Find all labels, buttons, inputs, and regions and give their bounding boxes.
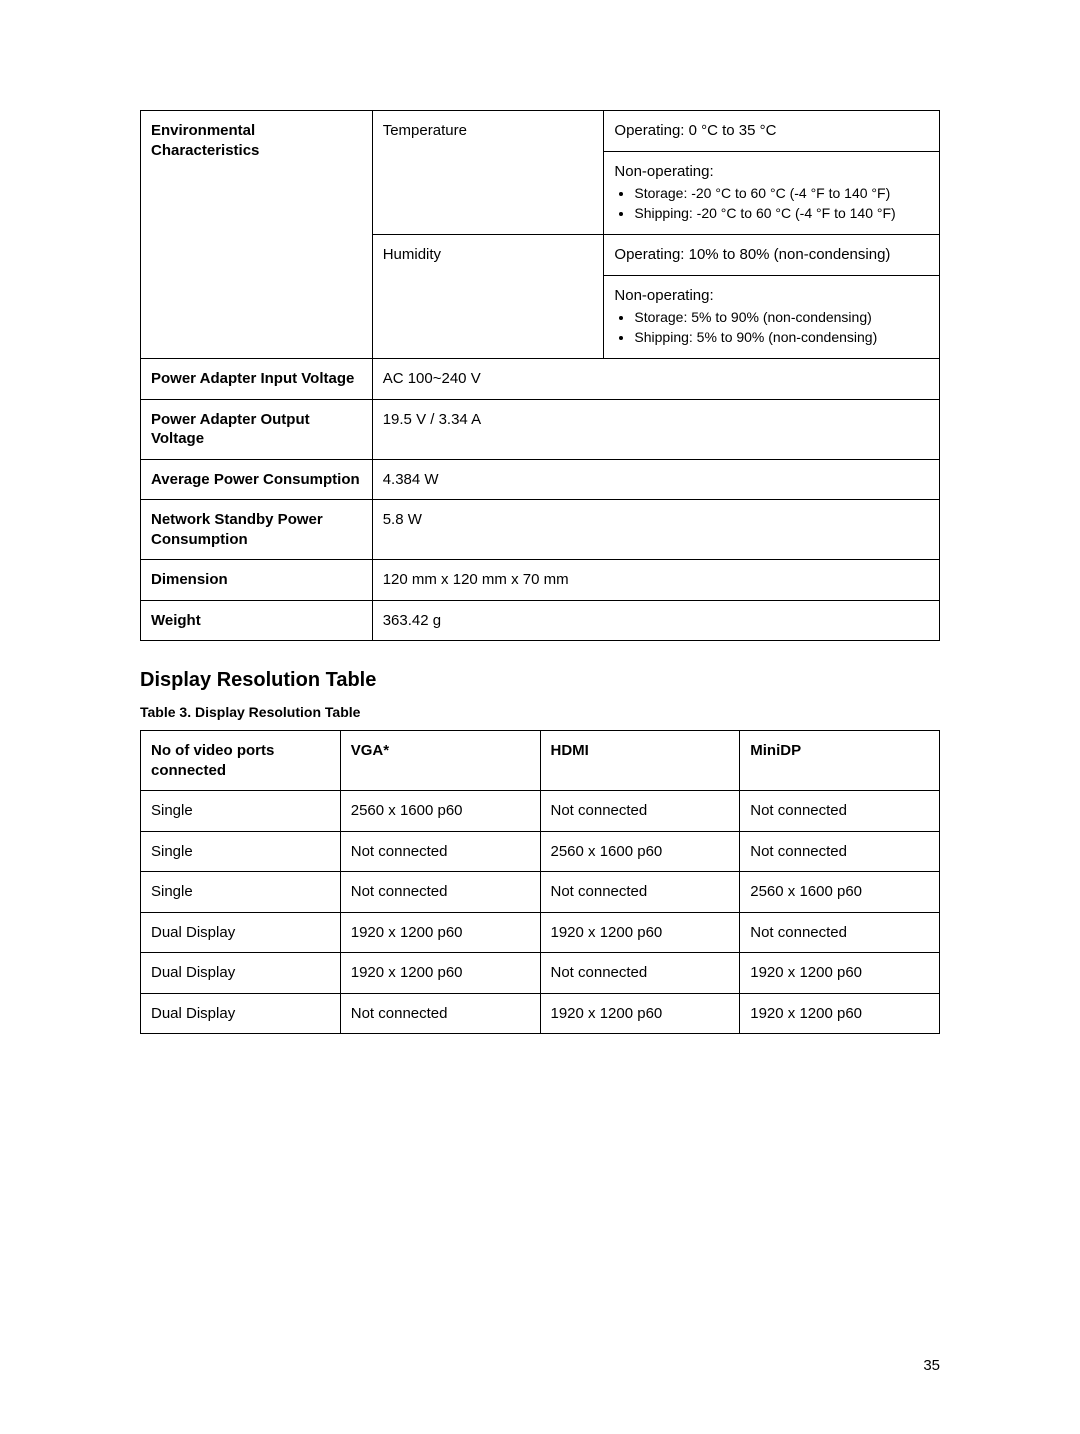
spec-value: 5.8 W [372, 500, 939, 560]
table-row: Network Standby Power Consumption 5.8 W [141, 500, 940, 560]
col-header: VGA* [340, 731, 540, 791]
spec-value: 363.42 g [372, 600, 939, 641]
spec-extra-lead: Non-operating: [614, 287, 713, 304]
table-row: Power Adapter Input Voltage AC 100~240 V [141, 359, 940, 400]
list-item: Storage: 5% to 90% (non-condensing) [634, 309, 929, 327]
col-header: No of video ports connected [141, 731, 341, 791]
cell: Dual Display [141, 953, 341, 994]
spec-value: Operating: 0 °C to 35 °C [604, 111, 940, 152]
cell: Not connected [340, 993, 540, 1034]
spec-extra: Non-operating: Storage: -20 °C to 60 °C … [604, 151, 940, 235]
spec-value: 19.5 V / 3.34 A [372, 399, 939, 459]
table-header-row: No of video ports connected VGA* HDMI Mi… [141, 731, 940, 791]
cell: 1920 x 1200 p60 [740, 953, 940, 994]
spec-label: Average Power Consumption [141, 459, 373, 500]
spec-label: Weight [141, 600, 373, 641]
spec-label: Network Standby Power Consumption [141, 500, 373, 560]
cell: Not connected [540, 872, 740, 913]
cell: 1920 x 1200 p60 [340, 953, 540, 994]
resolution-table: No of video ports connected VGA* HDMI Mi… [140, 730, 940, 1034]
spec-extra-lead: Non-operating: [614, 163, 713, 180]
spec-value: AC 100~240 V [372, 359, 939, 400]
cell: Not connected [340, 831, 540, 872]
spec-value: Operating: 10% to 80% (non-condensing) [604, 235, 940, 276]
list-item: Shipping: 5% to 90% (non-condensing) [634, 329, 929, 347]
spec-label: Environmental Characteristics [141, 111, 373, 359]
table-row: Dual Display Not connected 1920 x 1200 p… [141, 993, 940, 1034]
cell: 1920 x 1200 p60 [540, 993, 740, 1034]
spec-label: Power Adapter Output Voltage [141, 399, 373, 459]
cell: Not connected [340, 872, 540, 913]
cell: Not connected [540, 791, 740, 832]
cell: Dual Display [141, 912, 341, 953]
spec-subname: Temperature [372, 111, 604, 235]
table-row: Dual Display 1920 x 1200 p60 Not connect… [141, 953, 940, 994]
table-row: Power Adapter Output Voltage 19.5 V / 3.… [141, 399, 940, 459]
specs-table: Environmental Characteristics Temperatur… [140, 110, 940, 641]
spec-value: 120 mm x 120 mm x 70 mm [372, 560, 939, 601]
cell: Single [141, 791, 341, 832]
spec-label: Dimension [141, 560, 373, 601]
cell: Not connected [740, 831, 940, 872]
section-title: Display Resolution Table [140, 669, 940, 692]
table-row: Dimension 120 mm x 120 mm x 70 mm [141, 560, 940, 601]
page: Environmental Characteristics Temperatur… [0, 0, 1080, 1434]
table-row: Weight 363.42 g [141, 600, 940, 641]
cell: Dual Display [141, 993, 341, 1034]
table-row: Environmental Characteristics Temperatur… [141, 111, 940, 152]
spec-extra: Non-operating: Storage: 5% to 90% (non-c… [604, 275, 940, 359]
cell: 1920 x 1200 p60 [740, 993, 940, 1034]
table-row: Dual Display 1920 x 1200 p60 1920 x 1200… [141, 912, 940, 953]
spec-label: Power Adapter Input Voltage [141, 359, 373, 400]
spec-subname: Humidity [372, 235, 604, 359]
cell: Not connected [740, 791, 940, 832]
cell: 2560 x 1600 p60 [340, 791, 540, 832]
cell: 1920 x 1200 p60 [540, 912, 740, 953]
list-item: Storage: -20 °C to 60 °C (-4 °F to 140 °… [634, 185, 929, 203]
table-row: Single Not connected Not connected 2560 … [141, 872, 940, 913]
table-row: Average Power Consumption 4.384 W [141, 459, 940, 500]
cell: 2560 x 1600 p60 [540, 831, 740, 872]
cell: Single [141, 872, 341, 913]
spec-extra-list: Storage: 5% to 90% (non-condensing) Ship… [614, 309, 929, 346]
table-row: Single 2560 x 1600 p60 Not connected Not… [141, 791, 940, 832]
col-header: MiniDP [740, 731, 940, 791]
cell: Not connected [540, 953, 740, 994]
cell: 1920 x 1200 p60 [340, 912, 540, 953]
cell: 2560 x 1600 p60 [740, 872, 940, 913]
cell: Single [141, 831, 341, 872]
col-header: HDMI [540, 731, 740, 791]
table-caption: Table 3. Display Resolution Table [140, 704, 940, 720]
list-item: Shipping: -20 °C to 60 °C (-4 °F to 140 … [634, 205, 929, 223]
cell: Not connected [740, 912, 940, 953]
page-number: 35 [923, 1357, 940, 1374]
table-row: Single Not connected 2560 x 1600 p60 Not… [141, 831, 940, 872]
spec-value: 4.384 W [372, 459, 939, 500]
spec-extra-list: Storage: -20 °C to 60 °C (-4 °F to 140 °… [614, 185, 929, 222]
